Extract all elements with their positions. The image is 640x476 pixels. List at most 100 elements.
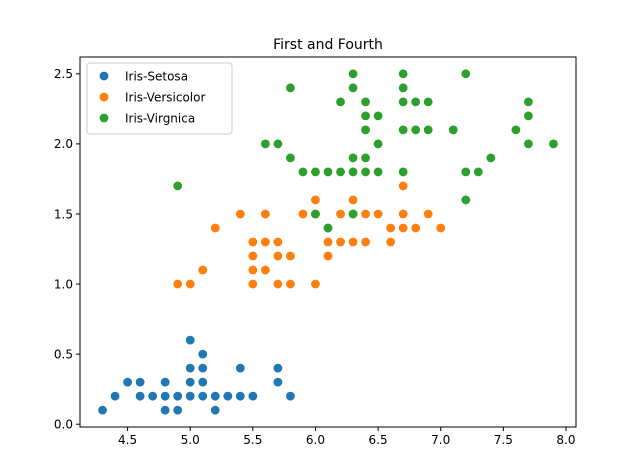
scatter-point <box>260 265 270 275</box>
scatter-point <box>248 251 258 261</box>
y-tick-label: 1.0 <box>54 277 73 291</box>
legend-marker <box>99 92 109 102</box>
scatter-point <box>210 391 220 401</box>
x-tick-label: 4.5 <box>118 433 137 447</box>
scatter-point <box>248 279 258 289</box>
scatter-point <box>123 377 132 387</box>
scatter-point <box>273 363 283 373</box>
scatter-point <box>198 377 208 387</box>
y-tick-label: 1.5 <box>54 207 73 221</box>
scatter-point <box>148 391 158 401</box>
scatter-point <box>361 111 370 121</box>
scatter-point <box>423 97 433 107</box>
x-tick-label: 6.0 <box>306 433 325 447</box>
scatter-point <box>298 209 308 219</box>
x-tick-label: 6.5 <box>369 433 388 447</box>
scatter-point <box>336 209 345 219</box>
scatter-point <box>235 391 245 401</box>
scatter-point <box>398 181 408 191</box>
scatter-point <box>273 251 283 261</box>
y-tick-label: 0.5 <box>54 347 73 361</box>
x-tick-label: 8.0 <box>556 433 575 447</box>
scatter-point <box>110 391 120 401</box>
scatter-point <box>185 335 195 345</box>
scatter-point <box>348 69 358 79</box>
scatter-point <box>311 167 320 177</box>
scatter-point <box>373 209 383 219</box>
scatter-point <box>185 279 195 289</box>
scatter-point <box>273 139 283 149</box>
legend-label: Iris-Virgnica <box>125 111 195 125</box>
scatter-point <box>398 69 408 79</box>
scatter-point <box>135 377 145 387</box>
scatter-point <box>448 125 458 135</box>
scatter-point <box>461 195 471 205</box>
scatter-point <box>248 237 258 247</box>
scatter-point <box>311 209 320 219</box>
legend-label: Iris-Versicolor <box>125 90 205 104</box>
scatter-point <box>323 251 333 261</box>
scatter-point <box>286 391 295 401</box>
scatter-point <box>398 125 408 135</box>
scatter-point <box>286 83 295 93</box>
scatter-point <box>398 167 408 177</box>
scatter-point <box>348 209 358 219</box>
scatter-point <box>373 111 383 121</box>
legend-box <box>86 62 233 135</box>
scatter-point <box>173 391 183 401</box>
scatter-point <box>311 195 320 205</box>
scatter-point <box>336 97 345 107</box>
scatter-point <box>286 153 295 163</box>
scatter-point <box>210 223 220 233</box>
scatter-point <box>298 167 308 177</box>
scatter-point <box>198 391 208 401</box>
scatter-point <box>235 209 245 219</box>
scatter-point <box>336 167 345 177</box>
legend-marker <box>99 113 109 123</box>
scatter-point <box>411 223 421 233</box>
scatter-point <box>398 223 408 233</box>
scatter-point <box>361 125 370 135</box>
scatter-point <box>398 97 408 107</box>
scatter-point <box>160 377 170 387</box>
scatter-point <box>198 363 208 373</box>
scatter-point <box>336 237 345 247</box>
scatter-point <box>260 209 270 219</box>
x-axis: 4.5 5.0 5.5 6.0 6.5 7.0 7.5 8.0 <box>118 427 576 447</box>
scatter-point <box>348 83 358 93</box>
scatter-point <box>273 237 283 247</box>
scatter-point <box>524 97 533 107</box>
plot-frame <box>79 56 577 428</box>
scatter-point <box>549 139 558 149</box>
scatter-point <box>461 167 471 177</box>
scatter-point <box>135 391 145 401</box>
scatter-point <box>173 405 183 415</box>
scatter-point <box>248 265 258 275</box>
scatter-point <box>461 69 471 79</box>
scatter-point <box>361 209 370 219</box>
scatter-point <box>423 125 433 135</box>
y-tick-label: 2.5 <box>54 67 73 81</box>
scatter-point <box>185 363 195 373</box>
scatter-point <box>98 405 107 415</box>
scatter-point <box>486 153 496 163</box>
scatter-point <box>185 377 195 387</box>
scatter-point <box>173 279 183 289</box>
legend: Iris-Setosa Iris-Versicolor Iris-Virgnica <box>86 62 233 135</box>
scatter-point <box>361 97 370 107</box>
scatter-point <box>311 279 320 289</box>
scatter-point <box>173 181 183 191</box>
scatter-point <box>398 83 408 93</box>
scatter-point <box>198 265 208 275</box>
scatter-point <box>323 237 333 247</box>
scatter-point <box>260 139 270 149</box>
scatter-point <box>223 391 233 401</box>
legend-label: Iris-Setosa <box>125 69 188 83</box>
scatter-point <box>348 237 358 247</box>
y-tick-label: 2.0 <box>54 137 73 151</box>
scatter-point <box>423 209 433 219</box>
scatter-point <box>473 167 483 177</box>
scatter-point <box>198 349 208 359</box>
